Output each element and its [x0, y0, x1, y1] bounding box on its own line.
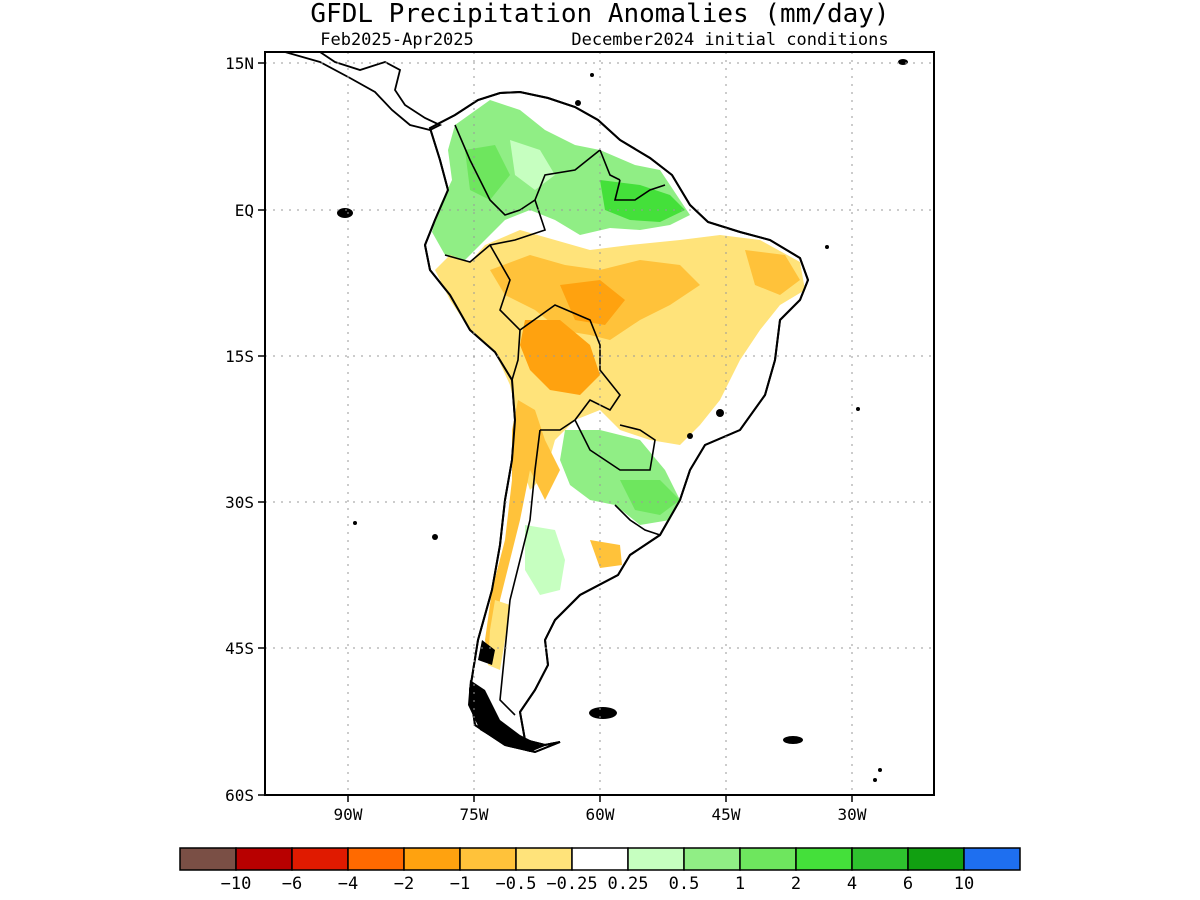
colorbar-label: −0.25 [546, 874, 597, 894]
wet-region-argentina [525, 525, 565, 595]
wet-core-guyana [600, 180, 685, 222]
colorbar: −10 −6 −4 −2 −1 −0.5 −0.25 0.25 0.5 1 2 4 6 10 [179, 847, 1021, 894]
colorbar-label: 10 [954, 874, 974, 894]
colorbar-swatch [515, 847, 573, 871]
colorbar-label: −1 [450, 874, 470, 894]
lon-label: 60W [586, 805, 615, 824]
colorbar-swatch [571, 847, 629, 871]
country-borders [444, 124, 666, 716]
map-subtitle-period: Feb2025-Apr2025 [320, 30, 474, 50]
colorbar-swatch [347, 847, 405, 871]
lon-label: 90W [334, 805, 363, 824]
colorbar-swatch [235, 847, 293, 871]
colorbar-swatch [179, 847, 237, 871]
colorbar-label: −10 [221, 874, 252, 894]
lat-label: 45S [225, 639, 254, 658]
longitude-axis: 90W 75W 60W 45W 30W [334, 795, 867, 824]
lat-label: 15N [225, 54, 254, 73]
central-america-landmass [284, 52, 443, 131]
dry-patch-pampas [590, 540, 622, 568]
dry-core-northeast [745, 250, 800, 295]
wet-core-colombia [465, 145, 510, 200]
colorbar-label: 0.25 [608, 874, 649, 894]
lat-label: EQ [235, 201, 254, 220]
colorbar-label: −2 [394, 874, 414, 894]
colorbar-swatch [739, 847, 797, 871]
colorbar-label: −6 [282, 874, 302, 894]
colorbar-swatch [851, 847, 909, 871]
wet-core-south [620, 480, 680, 515]
colorbar-swatch [627, 847, 685, 871]
lat-label: 60S [225, 786, 254, 805]
colorbar-swatch [459, 847, 517, 871]
colorbar-swatch [795, 847, 853, 871]
dry-andes-strip [485, 400, 560, 665]
dry-core-bolivia [520, 320, 600, 395]
colorbar-label: 6 [903, 874, 913, 894]
map-area [265, 52, 934, 795]
lon-label: 45W [712, 805, 741, 824]
colorbar-swatch [683, 847, 741, 871]
lat-label: 15S [225, 347, 254, 366]
wet-region-northwest [432, 100, 690, 260]
map-subtitle-init: December2024 initial conditions [571, 30, 888, 50]
colorbar-swatch [291, 847, 349, 871]
colorbar-label: 2 [791, 874, 801, 894]
colorbar-label: −4 [338, 874, 358, 894]
colorbar-swatch [403, 847, 461, 871]
colorbar-swatch [963, 847, 1021, 871]
colorbar-label: 0.5 [669, 874, 700, 894]
map-title: GFDL Precipitation Anomalies (mm/day) [310, 0, 889, 29]
colorbar-label: 4 [847, 874, 857, 894]
coastline [423, 90, 810, 754]
colorbar-swatch [907, 847, 965, 871]
lon-label: 75W [460, 805, 489, 824]
latitude-axis: 15N EQ 15S 30S 45S 60S [225, 54, 265, 805]
colorbar-label: −0.5 [496, 874, 537, 894]
lat-label: 30S [225, 493, 254, 512]
islands [337, 59, 908, 782]
colorbar-label: 1 [735, 874, 745, 894]
lon-label: 30W [838, 805, 867, 824]
